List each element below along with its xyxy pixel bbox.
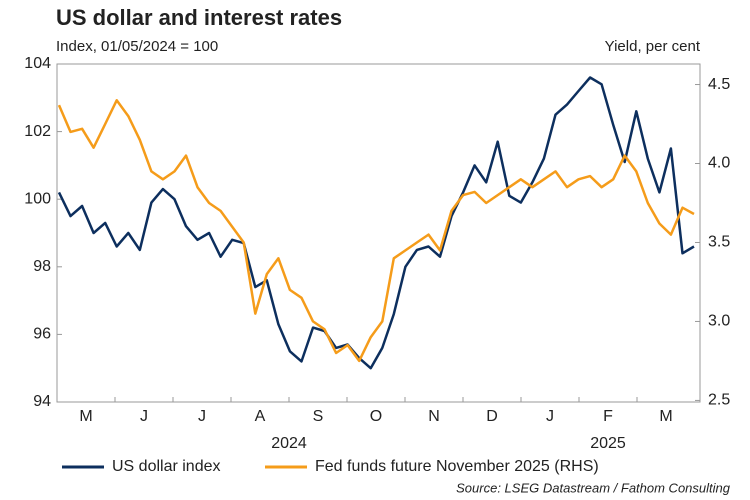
- y2-tick-label: 2.5: [708, 392, 730, 409]
- y2-tick-label: 4.5: [708, 76, 730, 93]
- x-tick-label: N: [428, 408, 440, 425]
- x-tick-label: D: [486, 408, 498, 425]
- x-tick-label: J: [140, 408, 148, 425]
- year-label: 2024: [271, 435, 307, 452]
- plot-frame: [56, 63, 701, 403]
- y-tick-label: 98: [33, 258, 51, 275]
- x-tick-label: S: [313, 408, 324, 425]
- y2-tick-label: 3.5: [708, 234, 730, 251]
- legend-label: US dollar index: [112, 458, 221, 475]
- series-line: [57, 99, 695, 363]
- y-tick-label: 94: [33, 393, 51, 410]
- x-tick-label: F: [603, 408, 613, 425]
- x-tick-label: M: [659, 408, 672, 425]
- y2-tick-label: 4.0: [708, 155, 730, 172]
- x-tick-label: J: [546, 408, 554, 425]
- legend-label: Fed funds future November 2025 (RHS): [315, 458, 599, 475]
- x-tick-label: O: [370, 408, 382, 425]
- x-tick-label: J: [198, 408, 206, 425]
- y-tick-label: 100: [24, 190, 51, 207]
- x-tick-label: A: [255, 408, 266, 425]
- subtitle: Index, 01/05/2024 = 100: [56, 38, 218, 55]
- y2-tick-label: 3.0: [708, 313, 730, 330]
- x-tick-label: M: [79, 408, 92, 425]
- year-label: 2025: [590, 435, 626, 452]
- chart-title: US dollar and interest rates: [56, 5, 342, 30]
- y2-axis-label: Yield, per cent: [605, 38, 701, 55]
- y-tick-label: 104: [24, 55, 51, 72]
- series-line: [57, 76, 695, 370]
- source: Source: LSEG Datastream / Fathom Consult…: [456, 480, 731, 495]
- y-tick-label: 102: [24, 123, 51, 140]
- y-tick-label: 96: [33, 326, 51, 343]
